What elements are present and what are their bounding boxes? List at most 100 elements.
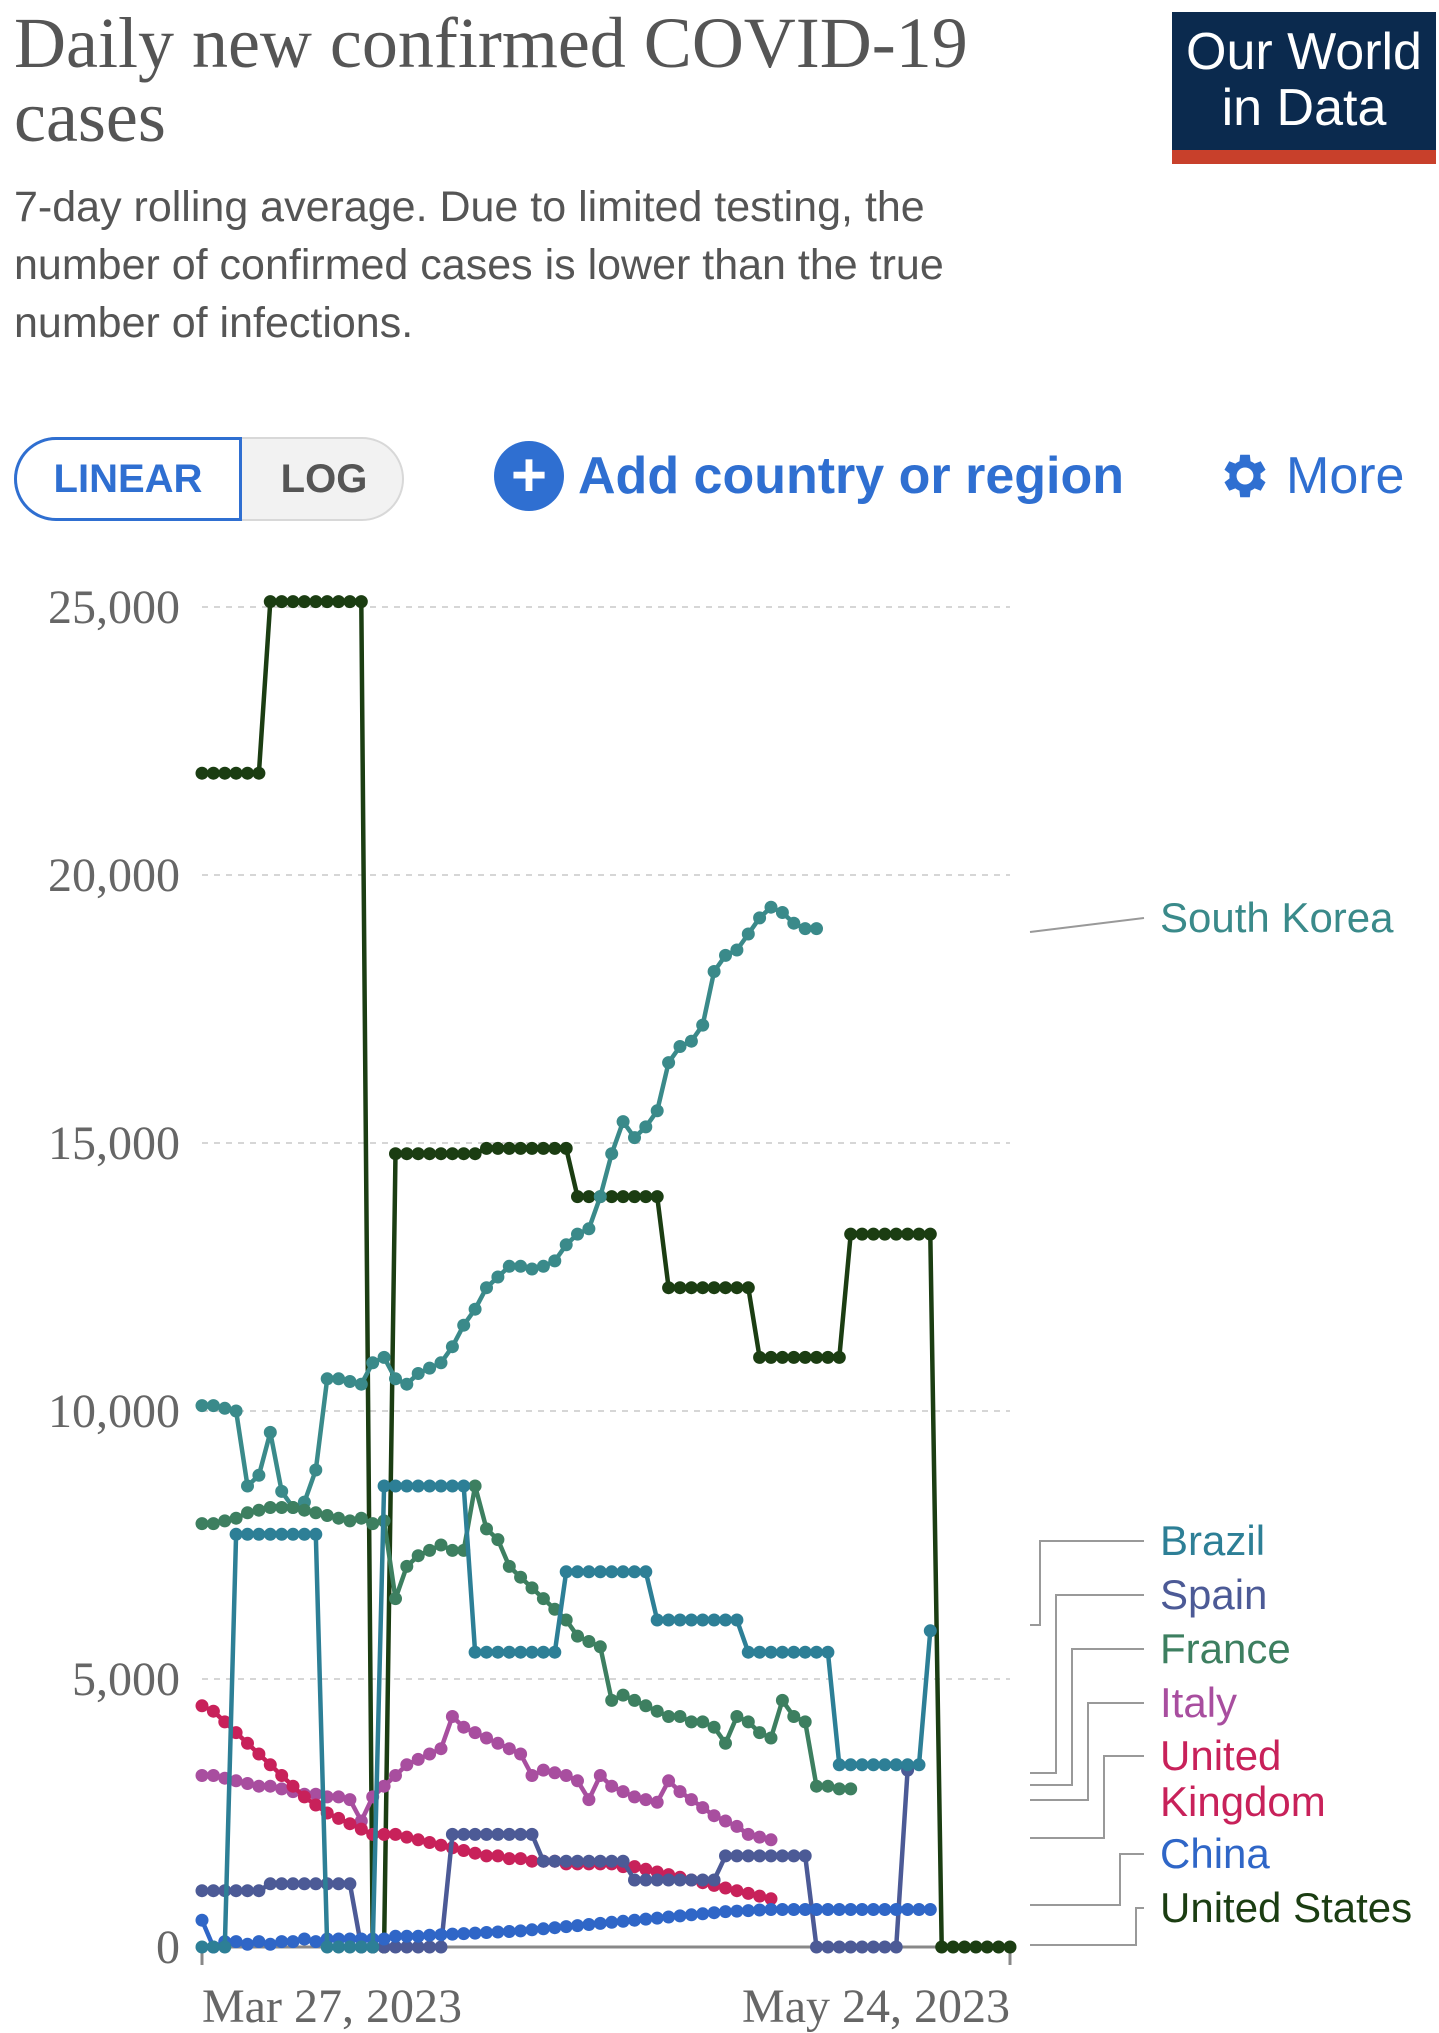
series-label-spain: Spain xyxy=(1030,1571,1267,1774)
data-point xyxy=(821,1645,835,1659)
more-button[interactable]: More xyxy=(1216,436,1404,516)
data-point xyxy=(457,1927,471,1941)
data-point xyxy=(263,1779,277,1793)
data-point xyxy=(445,1147,459,1161)
log-scale-button[interactable]: LOG xyxy=(280,456,368,501)
data-point xyxy=(297,595,311,609)
data-point xyxy=(571,1919,584,1933)
data-point xyxy=(559,1920,573,1934)
data-point xyxy=(673,1281,687,1295)
data-point xyxy=(810,922,823,936)
data-point xyxy=(514,1259,528,1273)
data-point xyxy=(195,1399,209,1413)
data-point xyxy=(764,1833,778,1847)
data-point xyxy=(730,1710,744,1723)
x-tick-label: Mar 27, 2023 xyxy=(202,1980,462,2033)
data-point xyxy=(878,1903,892,1916)
data-point xyxy=(275,1769,289,1782)
data-point xyxy=(320,1940,334,1954)
data-point xyxy=(218,1514,232,1528)
data-point xyxy=(866,1758,880,1772)
data-point xyxy=(878,1758,892,1772)
data-point xyxy=(639,1190,653,1204)
data-point xyxy=(616,1190,630,1204)
data-point xyxy=(297,1932,311,1946)
data-point xyxy=(901,1227,915,1241)
data-point xyxy=(434,1479,448,1493)
data-point xyxy=(866,1227,880,1241)
data-point xyxy=(400,1830,414,1844)
leader-line xyxy=(1030,1540,1144,1626)
data-point xyxy=(434,1742,448,1756)
data-point xyxy=(673,1040,687,1053)
data-point xyxy=(844,1940,858,1954)
logo-line-2: in Data xyxy=(1221,79,1387,137)
data-point xyxy=(297,1527,311,1541)
data-point xyxy=(389,1827,402,1841)
data-point xyxy=(571,1227,584,1241)
data-point xyxy=(639,1565,653,1579)
data-point xyxy=(263,1937,277,1951)
data-point xyxy=(354,1511,368,1525)
data-point xyxy=(741,1827,755,1841)
data-point xyxy=(753,1849,767,1863)
data-point xyxy=(673,1873,687,1887)
data-point xyxy=(548,1254,562,1268)
data-point xyxy=(901,1758,915,1772)
data-point xyxy=(309,1527,323,1541)
add-country-button[interactable]: + Add country or region xyxy=(494,436,1124,516)
data-point xyxy=(195,766,209,780)
data-point xyxy=(571,1190,584,1204)
data-point xyxy=(707,965,721,978)
data-point xyxy=(411,1367,425,1380)
linear-scale-button[interactable]: LINEAR xyxy=(14,437,242,521)
series-south-korea xyxy=(195,900,823,1514)
data-point xyxy=(263,1501,277,1514)
data-point xyxy=(673,1613,687,1627)
data-point xyxy=(252,766,266,780)
data-point xyxy=(582,1635,596,1648)
data-point xyxy=(389,1592,402,1606)
data-point xyxy=(229,766,243,780)
series-line xyxy=(202,1483,933,1950)
data-point xyxy=(195,1699,209,1713)
data-point xyxy=(377,1350,391,1364)
data-point xyxy=(844,1903,858,1916)
data-point xyxy=(650,1795,664,1809)
data-point xyxy=(480,1731,493,1745)
data-point xyxy=(411,1479,425,1493)
data-point xyxy=(491,1533,505,1547)
series-united-states xyxy=(195,595,1017,1954)
chart-title: Daily new confirmed COVID-19 cases xyxy=(14,3,968,157)
data-point xyxy=(491,1141,505,1155)
data-point xyxy=(707,1873,721,1887)
series-label-text: South Korea xyxy=(1160,894,1394,941)
series-label-text: Spain xyxy=(1160,1571,1267,1618)
data-point xyxy=(889,1940,903,1954)
data-point xyxy=(411,1549,425,1563)
data-point xyxy=(639,1873,653,1887)
data-point xyxy=(844,1782,858,1796)
data-point xyxy=(263,1877,277,1891)
data-point xyxy=(832,1350,846,1364)
data-point xyxy=(332,595,346,609)
data-point xyxy=(480,1645,493,1659)
data-point xyxy=(389,1769,402,1782)
data-point xyxy=(468,1479,482,1493)
data-point xyxy=(241,1527,254,1541)
data-point xyxy=(514,1827,528,1841)
leader-line xyxy=(1030,1648,1144,1786)
data-point xyxy=(662,1710,676,1723)
data-point xyxy=(320,1372,334,1386)
data-point xyxy=(411,1929,425,1943)
data-point xyxy=(901,1903,915,1916)
data-point xyxy=(798,1350,812,1364)
data-point xyxy=(650,1190,664,1204)
data-point xyxy=(536,1141,550,1155)
data-point xyxy=(206,1517,220,1531)
data-point xyxy=(662,1774,676,1788)
gear-icon xyxy=(1224,454,1266,498)
data-point xyxy=(639,1699,653,1713)
owid-logo[interactable]: Our World in Data xyxy=(1172,12,1436,164)
